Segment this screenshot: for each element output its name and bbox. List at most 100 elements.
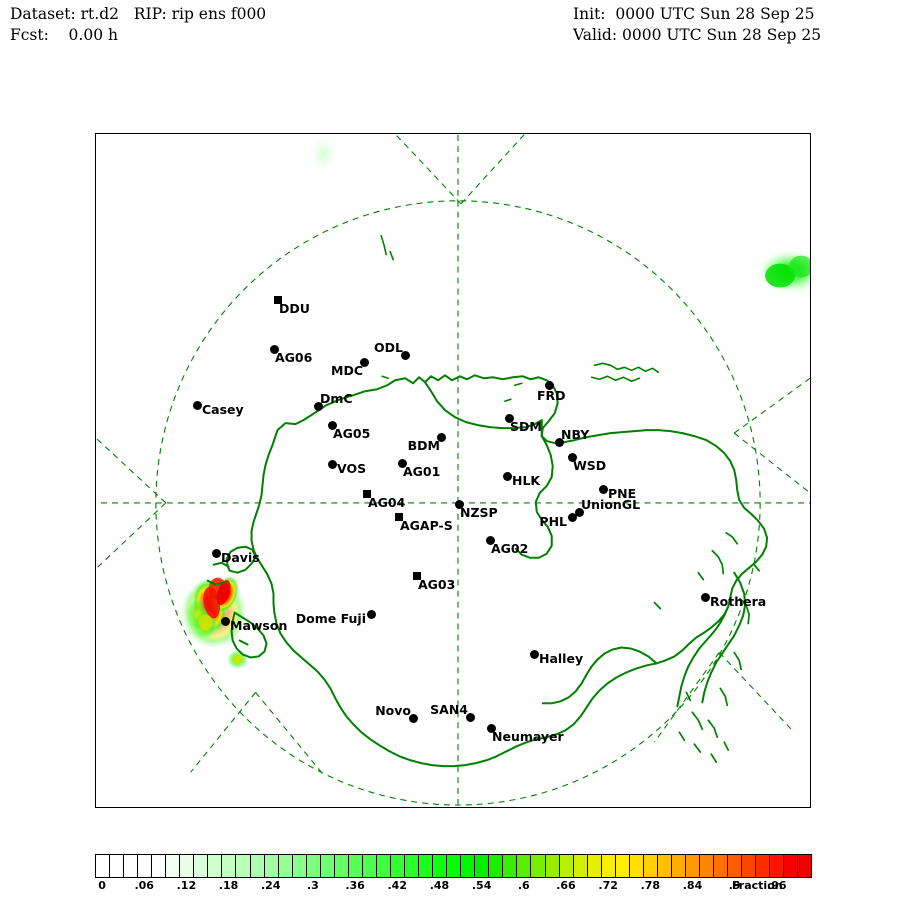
map-canvas	[96, 134, 810, 807]
graticule	[96, 134, 810, 807]
station-dot-icon	[554, 437, 564, 447]
station-label: AG02	[491, 541, 529, 556]
colorbar-cell-31	[531, 855, 546, 877]
header-dataset-line: Dataset: rt.d2 RIP: rip ens f000	[10, 5, 267, 23]
colorbar-cell-16	[320, 855, 335, 877]
station-label: DDU	[279, 301, 310, 316]
colorbar-cell-44	[714, 855, 729, 877]
colorbar-block: 0 .06 .12 .18 .24 .3 .36 .42 .48 .54 .6 .66 .72 .78 .8…	[95, 854, 812, 894]
fraction-field-shading	[180, 134, 810, 670]
header-valid-line: Valid: 0000 UTC Sun 28 Sep 25	[573, 26, 822, 44]
station-dot-icon	[454, 499, 464, 509]
graticule-outer-meridians	[96, 134, 810, 778]
mawson-plume	[180, 575, 247, 649]
colorbar-cell-17	[334, 855, 349, 877]
colorbar-cell-26	[461, 855, 476, 877]
station-dot-icon	[211, 548, 221, 558]
colorbar-tick-2: .12	[176, 879, 197, 892]
header-init-line: Init: 0000 UTC Sun 28 Sep 25	[573, 5, 815, 23]
station-label: PHL	[539, 514, 567, 529]
station-label: Novo	[375, 703, 411, 718]
colorbar-cell-33	[559, 855, 574, 877]
colorbar-cell-36	[601, 855, 616, 877]
colorbar-cell-3	[138, 855, 153, 877]
colorbar-tick-3: .18	[218, 879, 239, 892]
colorbar-cell-29	[503, 855, 518, 877]
station-label: AG01	[403, 464, 441, 479]
station-label: SAN4	[430, 702, 468, 717]
offshore-green-blob	[757, 249, 810, 294]
colorbar-cell-37	[615, 855, 630, 877]
station-dot-icon	[567, 452, 577, 462]
colorbar-cell-45	[728, 855, 743, 877]
station-label: UnionGL	[581, 497, 641, 512]
map-plot-frame[interactable]: DDU AG06 MDC ODL FRD Casey DmC AG05 SDM BDM NBY WSD…	[95, 133, 811, 808]
colorbar-cell-27	[475, 855, 490, 877]
colorbar-cell-19	[362, 855, 377, 877]
colorbar-cell-25	[447, 855, 462, 877]
colorbar-cell-47	[756, 855, 771, 877]
station-label: Dome Fuji	[295, 611, 366, 626]
colorbar-cell-42	[685, 855, 701, 877]
colorbar-tick-8: .48	[429, 879, 450, 892]
colorbar-cell-38	[629, 855, 644, 877]
station-dot-icon	[220, 616, 230, 626]
colorbar-cell-35	[587, 855, 602, 877]
station-dot-icon	[327, 420, 337, 430]
colorbar-cell-9	[222, 855, 237, 877]
colorbar-swatches[interactable]	[95, 854, 812, 878]
station-dot-icon	[313, 401, 323, 411]
colorbar-cell-21	[390, 855, 406, 877]
station-dot-icon	[436, 432, 446, 442]
colorbar-cell-14	[292, 855, 307, 877]
colorbar-cell-20	[376, 855, 391, 877]
station-label: ODL	[374, 340, 403, 355]
mawson-secondary-patch	[226, 649, 249, 670]
station-dot-icon	[574, 507, 584, 517]
colorbar-cell-41	[671, 855, 686, 877]
station-label: Casey	[202, 402, 244, 417]
colorbar-cell-50	[798, 855, 812, 877]
colorbar-cell-32	[545, 855, 560, 877]
station-label: HLK	[512, 473, 541, 488]
station-label: AG05	[333, 426, 371, 441]
colorbar-cell-43	[700, 855, 715, 877]
station-label: AG06	[275, 350, 313, 365]
station-dot-icon	[485, 535, 495, 545]
station-dot-icon	[400, 350, 410, 360]
station-label: DmC	[320, 391, 353, 406]
station-label: AG03	[418, 577, 456, 592]
colorbar-cell-46	[742, 855, 757, 877]
station-dot-icon	[408, 713, 418, 723]
colorbar-tick-11: .66	[556, 879, 576, 892]
colorbar-tick-10: .6	[517, 879, 530, 892]
colorbar-tick-0: 0	[98, 879, 106, 892]
colorbar-tick-5: .3	[306, 879, 319, 892]
colorbar-tick-12: .72	[598, 879, 618, 892]
station-dot-icon	[700, 592, 710, 602]
colorbar-cell-12	[264, 855, 279, 877]
station-label: WSD	[573, 458, 607, 473]
station-dot-icon	[363, 490, 371, 498]
colorbar-cell-13	[278, 855, 293, 877]
station-label: Davis	[221, 550, 260, 565]
colorbar-cell-5	[166, 855, 181, 877]
station-dot-icon	[502, 471, 512, 481]
station-dot-icon	[465, 712, 475, 722]
colorbar-tick-15: .9	[728, 879, 741, 892]
station-dot-icon	[274, 296, 282, 304]
station-label: SDM	[510, 419, 542, 434]
colorbar-cell-11	[250, 855, 265, 877]
colorbar-tick-14: .84	[682, 879, 703, 892]
station-label: MDC	[331, 363, 363, 378]
colorbar-cell-49	[784, 855, 799, 877]
colorbar-tick-4: .24	[260, 879, 281, 892]
station-dot-icon	[192, 400, 202, 410]
colorbar-cell-0	[96, 855, 111, 877]
header-fcst-line: Fcst: 0.00 h	[10, 26, 118, 44]
station-dot-icon	[395, 513, 403, 521]
station-label: VOS	[337, 461, 367, 476]
colorbar-cell-48	[770, 855, 785, 877]
colorbar-tick-13: .78	[640, 879, 661, 892]
colorbar-cell-30	[517, 855, 532, 877]
